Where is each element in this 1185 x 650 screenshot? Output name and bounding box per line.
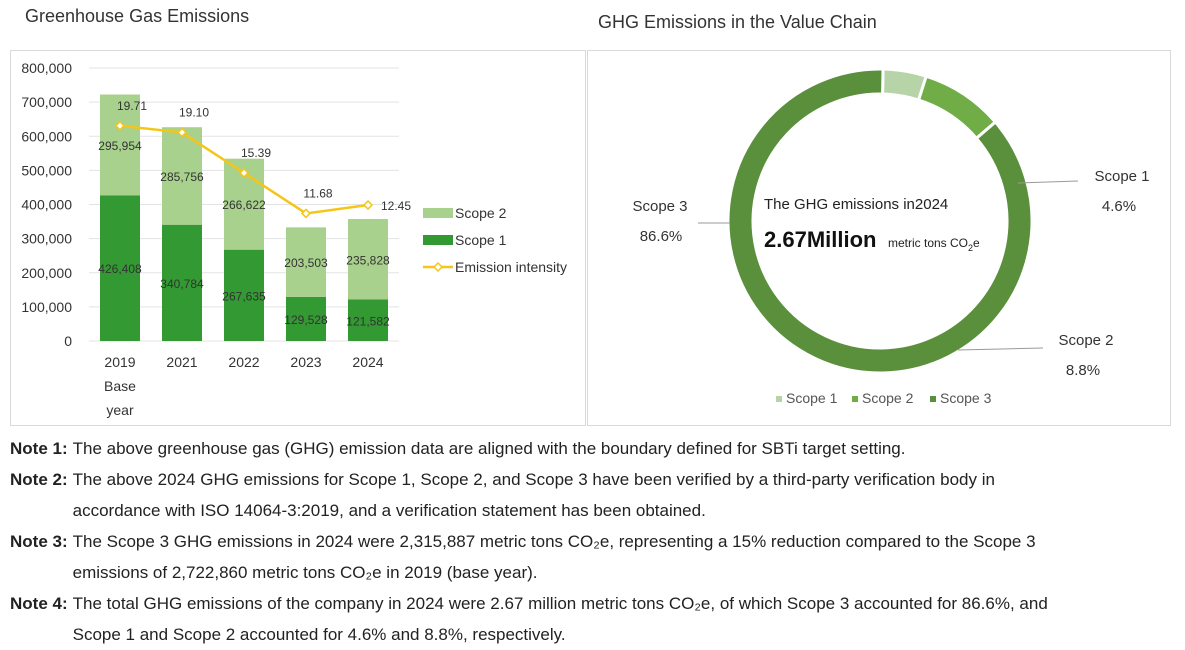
note-line: accordance with ISO 14064-3:2019, and a … <box>72 501 706 520</box>
x-tick-label: 2024 <box>352 354 383 370</box>
data-label-scope2: 266,622 <box>222 198 266 212</box>
y-tick-label: 500,000 <box>21 162 72 178</box>
note-text: The above 2024 GHG emissions for Scope 1… <box>73 464 1180 526</box>
intensity-label: 15.39 <box>241 146 271 160</box>
data-label-scope2: 203,503 <box>284 256 328 270</box>
note-label: Note 1: <box>10 439 68 458</box>
donut-legend-swatch <box>776 396 782 402</box>
data-label-scope1: 129,528 <box>284 313 328 327</box>
legend-label-scope2: Scope 2 <box>455 205 507 221</box>
note-1: Note 1: The above greenhouse gas (GHG) e… <box>10 433 1180 464</box>
donut-legend-label: Scope 3 <box>940 390 992 406</box>
donut-center-value: 2.67Million <box>764 227 876 252</box>
intensity-marker <box>238 167 250 179</box>
donut-center-caption: The GHG emissions in2024 <box>764 196 948 213</box>
note-line: The Scope 3 GHG emissions in 2024 were 2… <box>72 532 1036 551</box>
data-label-scope1: 267,635 <box>222 289 266 303</box>
intensity-marker <box>362 199 374 211</box>
y-tick-label: 300,000 <box>21 231 72 247</box>
donut-chart: Scope 1 4.6% Scope 2 8.8% Scope 3 86.6% The GH… <box>632 67 1150 406</box>
intensity-label: 12.45 <box>381 199 411 213</box>
bar-scope1 <box>348 299 388 341</box>
bar-scope2 <box>100 94 140 196</box>
note-line: Scope 1 and Scope 2 accounted for 4.6% a… <box>72 625 566 644</box>
legend-swatch-scope1 <box>423 235 453 245</box>
note-line: emissions of 2,722,860 metric tons CO₂e … <box>72 563 538 582</box>
intensity-label: 11.68 <box>303 186 332 200</box>
y-tick-label: 700,000 <box>21 94 72 110</box>
y-tick-label: 800,000 <box>21 60 72 76</box>
legend-label-intensity: Emission intensity <box>455 259 567 275</box>
legend-marker-intensity <box>432 261 444 273</box>
data-label-scope1: 340,784 <box>160 277 204 291</box>
note-3: Note 3: The Scope 3 GHG emissions in 202… <box>10 526 1180 588</box>
y-tick-label: 400,000 <box>21 197 72 213</box>
y-tick-label: 600,000 <box>21 128 72 144</box>
note-text: The above greenhouse gas (GHG) emission … <box>72 439 906 458</box>
donut-label-scope2: Scope 2 <box>1058 332 1113 349</box>
note-label: Note 2: <box>10 470 68 489</box>
donut-label-scope3: Scope 3 <box>632 198 687 215</box>
x-tick-sublabel: year <box>106 402 134 418</box>
note-line: The above 2024 GHG emissions for Scope 1… <box>72 470 995 489</box>
bar-scope1 <box>162 224 202 341</box>
legend-swatch-scope2 <box>423 208 453 218</box>
intensity-marker <box>114 120 126 131</box>
y-tick-label: 100,000 <box>21 299 72 315</box>
legend-label-scope1: Scope 1 <box>455 232 507 248</box>
x-tick-label: 2021 <box>166 354 197 370</box>
x-tick-label: 2023 <box>290 354 321 370</box>
intensity-label: 19.10 <box>179 105 209 119</box>
bar-chart-panel: 800,000 700,000 600,000 500,000 400,000 300,0… <box>10 50 586 426</box>
y-tick-label: 0 <box>64 333 72 349</box>
bar-scope1 <box>224 249 264 341</box>
data-label-scope1: 426,408 <box>98 262 142 276</box>
data-label-scope2: 285,756 <box>160 170 204 184</box>
donut-legend-label: Scope 1 <box>786 390 838 406</box>
x-tick-sublabel: Base <box>104 378 136 394</box>
donut-label-scope1: Scope 1 <box>1094 168 1149 185</box>
data-label-scope2: 235,828 <box>346 253 390 267</box>
note-4: Note 4: The total GHG emissions of the c… <box>10 588 1180 650</box>
note-2: Note 2: The above 2024 GHG emissions for… <box>10 464 1180 526</box>
note-label: Note 4: <box>10 594 68 613</box>
donut-value-scope1: 4.6% <box>1102 198 1136 215</box>
donut-slice <box>916 74 998 141</box>
x-tick-label: 2022 <box>228 354 259 370</box>
notes-section: Note 1: The above greenhouse gas (GHG) e… <box>10 433 1180 650</box>
data-label-scope2: 295,954 <box>98 139 142 153</box>
donut-legend-swatch <box>852 396 858 402</box>
intensity-marker <box>176 127 188 138</box>
bar-scope1 <box>286 296 326 341</box>
y-tick-label: 200,000 <box>21 265 72 281</box>
note-text: The total GHG emissions of the company i… <box>73 588 1180 650</box>
x-tick-label: 2019 <box>104 354 135 370</box>
bar-scope2 <box>286 227 326 297</box>
bar-chart-title: Greenhouse Gas Emissions <box>25 6 250 26</box>
donut-value-scope2: 8.8% <box>1066 362 1100 379</box>
leader-line-scope1 <box>1017 180 1079 184</box>
intensity-marker <box>300 208 312 219</box>
bar-chart: 800,000 700,000 600,000 500,000 400,000 300,0… <box>21 60 567 418</box>
bar-scope1 <box>100 195 140 341</box>
bar-scope2 <box>348 219 388 300</box>
bar-scope2 <box>162 127 202 225</box>
donut-legend-label: Scope 2 <box>862 390 914 406</box>
donut-legend-swatch <box>930 396 936 402</box>
intensity-label: 19.71 <box>117 99 147 113</box>
donut-slice <box>726 67 1034 375</box>
donut-chart-panel: Scope 1 4.6% Scope 2 8.8% Scope 3 86.6% The GH… <box>587 50 1171 426</box>
leader-line-scope2 <box>957 347 1044 351</box>
donut-chart-title: GHG Emissions in the Value Chain <box>598 12 877 32</box>
note-line: The total GHG emissions of the company i… <box>72 594 1048 613</box>
data-label-scope1: 121,582 <box>346 314 390 328</box>
donut-center-unit: metric tons CO2e <box>888 236 980 253</box>
note-label: Note 3: <box>10 532 68 551</box>
donut-value-scope3: 86.6% <box>640 228 683 245</box>
note-text: The Scope 3 GHG emissions in 2024 were 2… <box>73 526 1180 588</box>
